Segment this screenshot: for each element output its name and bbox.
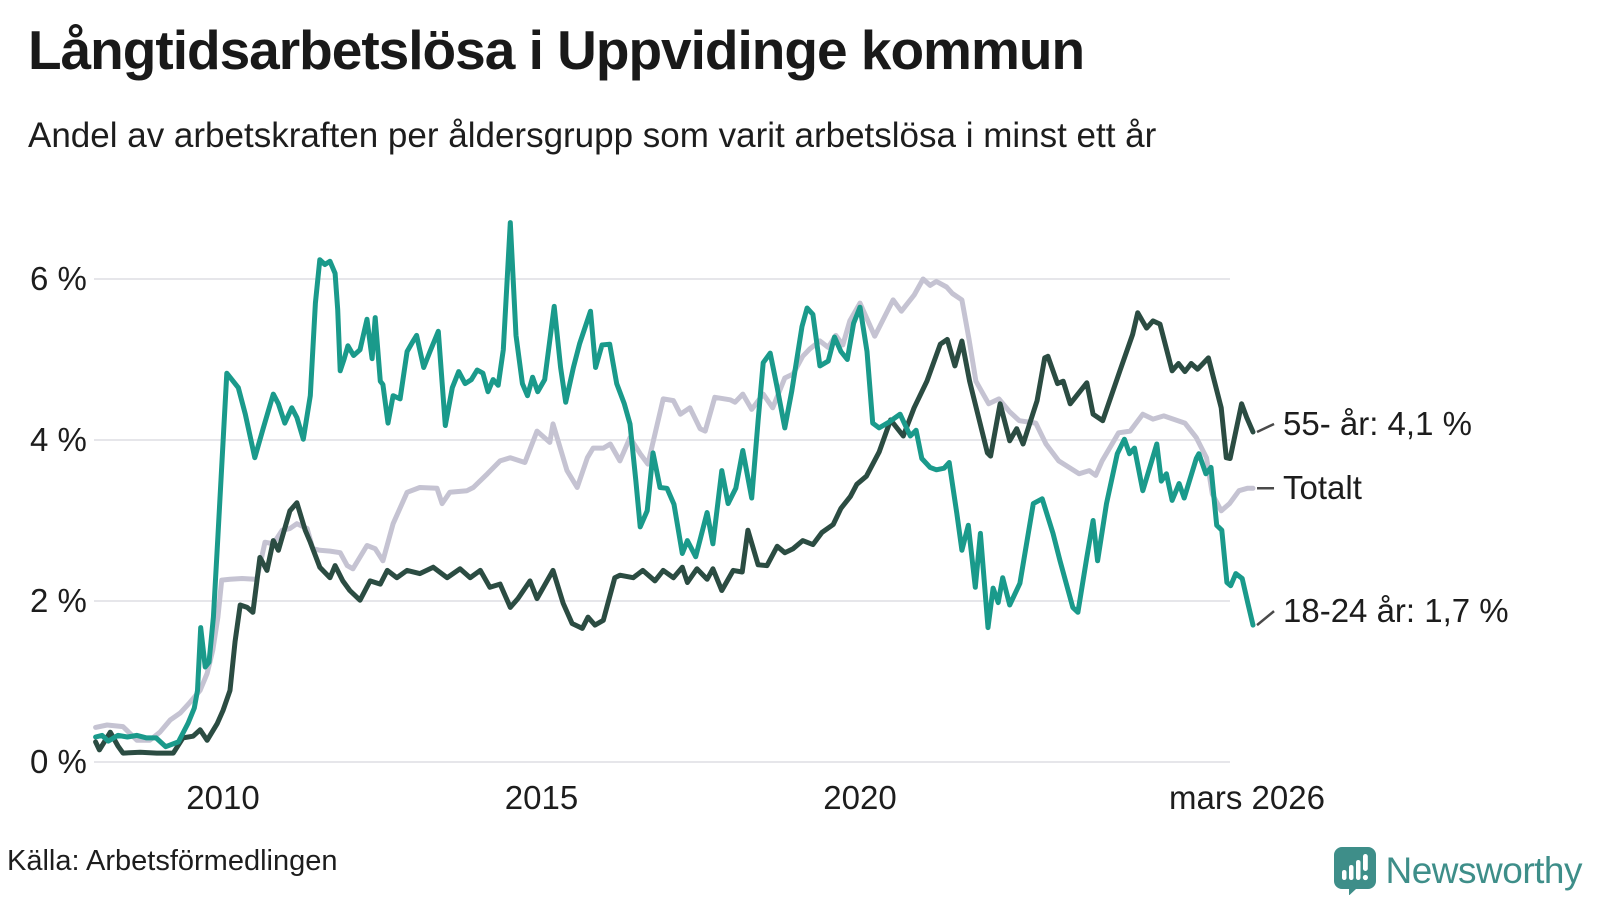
series-end-label-Totalt: Totalt (1283, 469, 1362, 507)
x-tick-label-2020: 2020 (823, 779, 897, 816)
y-tick-label-2: 2 % (30, 582, 87, 619)
label-connectors (1256, 422, 1275, 627)
series-end-label-18-24-r: 18-24 år: 1,7 % (1283, 592, 1509, 630)
x-tick-label-2010: 2010 (186, 779, 260, 816)
x-tick-label-mars-2026: mars 2026 (1169, 779, 1325, 816)
y-tick-label-4: 4 % (30, 421, 87, 458)
y-tick-label-6: 6 % (30, 260, 87, 297)
source-note: Källa: Arbetsförmedlingen (7, 845, 338, 877)
label-connector-18-24-r (1256, 610, 1275, 627)
gridlines (94, 278, 1230, 763)
series-line-55-r (93, 310, 1256, 756)
series-lines (93, 220, 1256, 756)
series-end-label-55-r: 55- år: 4,1 % (1283, 404, 1472, 442)
x-tick-label-2015: 2015 (504, 779, 579, 816)
page-title: Långtidsarbetslösa i Uppvidinge kommun (28, 19, 1085, 81)
label-connector-55-r (1256, 422, 1275, 434)
page-subtitle: Andel av arbetskraften per åldersgrupp s… (28, 116, 1157, 155)
brand-logo[interactable]: Newsworthy (1333, 845, 1583, 897)
newsworthy-logo-icon (1333, 847, 1376, 895)
y-tick-label-0: 0 % (30, 743, 87, 780)
brand-name: Newsworthy (1385, 850, 1583, 891)
series-line-18-24-r (93, 220, 1256, 750)
